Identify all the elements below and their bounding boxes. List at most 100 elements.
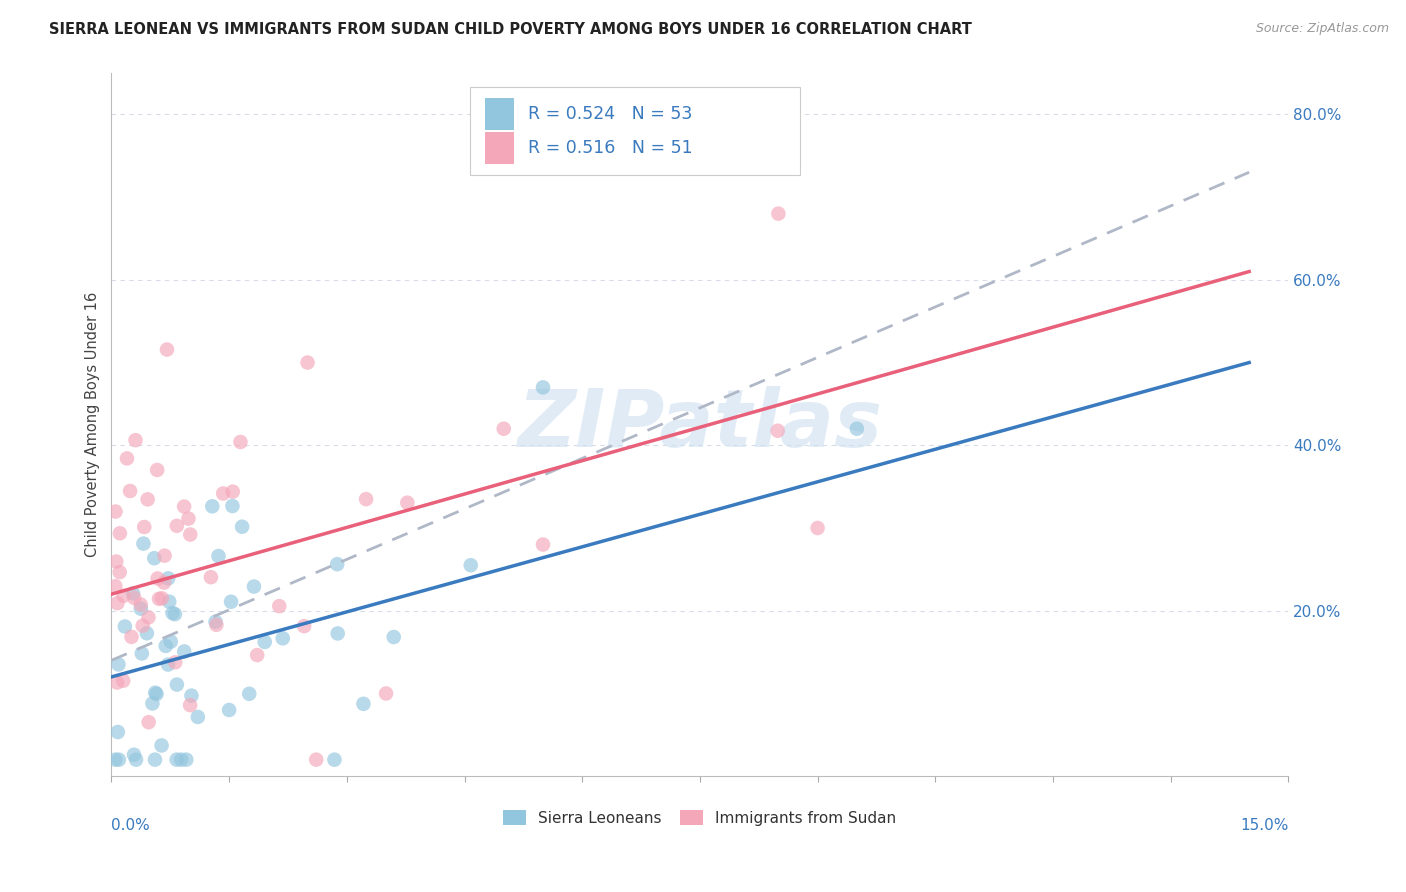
Point — [157, 571, 180, 585]
Point — [143, 551, 166, 566]
Point — [131, 647, 153, 661]
Point — [105, 555, 128, 569]
Point — [845, 422, 868, 436]
Point — [122, 586, 145, 600]
Point — [121, 630, 143, 644]
Point — [323, 753, 346, 767]
Point — [125, 753, 148, 767]
Point — [177, 511, 200, 525]
Point — [145, 687, 167, 701]
Point — [163, 607, 186, 622]
Point — [271, 632, 294, 646]
Point — [218, 703, 240, 717]
Point — [134, 520, 156, 534]
Point — [375, 686, 398, 700]
Point — [122, 747, 145, 762]
Text: R = 0.516   N = 51: R = 0.516 N = 51 — [529, 139, 693, 157]
Point — [146, 572, 169, 586]
Point — [143, 753, 166, 767]
Point — [205, 617, 228, 632]
Text: 15.0%: 15.0% — [1240, 818, 1288, 833]
Point — [201, 500, 224, 514]
Point — [221, 499, 243, 513]
Point — [204, 615, 226, 629]
Point — [219, 595, 242, 609]
Point — [153, 575, 176, 590]
Text: 0.0%: 0.0% — [111, 818, 150, 833]
Point — [174, 753, 197, 767]
FancyBboxPatch shape — [485, 98, 515, 129]
Point — [166, 518, 188, 533]
Point — [136, 492, 159, 507]
Point — [146, 463, 169, 477]
Point — [166, 677, 188, 691]
Point — [354, 492, 377, 507]
Point — [120, 483, 142, 498]
Point — [157, 657, 180, 672]
FancyBboxPatch shape — [485, 132, 515, 164]
Point — [108, 526, 131, 541]
Point — [114, 619, 136, 633]
Point — [166, 753, 188, 767]
Point — [159, 634, 181, 648]
Point — [157, 595, 180, 609]
Point — [173, 500, 195, 514]
Point — [212, 486, 235, 500]
Point — [165, 656, 187, 670]
Point — [108, 565, 131, 579]
Point — [173, 644, 195, 658]
Point — [105, 675, 128, 690]
Point — [305, 753, 328, 767]
Point — [531, 380, 554, 394]
Point — [243, 580, 266, 594]
Point — [352, 697, 374, 711]
Point — [150, 739, 173, 753]
Point — [138, 715, 160, 730]
Point — [132, 536, 155, 550]
Point — [531, 537, 554, 551]
Point — [122, 591, 145, 605]
Point — [187, 710, 209, 724]
Point — [115, 451, 138, 466]
Point — [170, 753, 193, 767]
Point — [222, 484, 245, 499]
Point — [124, 433, 146, 447]
Point — [162, 606, 184, 620]
Point — [269, 599, 291, 614]
Point — [105, 596, 128, 610]
Point — [200, 570, 222, 584]
Point — [155, 639, 177, 653]
Point — [112, 589, 135, 603]
Point — [141, 697, 163, 711]
Text: ZIPatlas: ZIPatlas — [517, 385, 883, 464]
Point — [207, 549, 229, 563]
Text: R = 0.524   N = 53: R = 0.524 N = 53 — [529, 104, 692, 123]
Point — [460, 558, 482, 573]
Point — [104, 504, 127, 518]
Point — [135, 626, 157, 640]
Legend: Sierra Leoneans, Immigrants from Sudan: Sierra Leoneans, Immigrants from Sudan — [498, 804, 903, 832]
Y-axis label: Child Poverty Among Boys Under 16: Child Poverty Among Boys Under 16 — [86, 292, 100, 558]
Point — [253, 635, 276, 649]
Point — [326, 557, 349, 571]
Point — [326, 626, 349, 640]
Point — [766, 424, 789, 438]
Point — [104, 579, 127, 593]
FancyBboxPatch shape — [471, 87, 800, 175]
Point — [131, 618, 153, 632]
Point — [108, 753, 131, 767]
Point — [129, 601, 152, 615]
Point — [104, 753, 127, 767]
Point — [150, 591, 173, 606]
Text: Source: ZipAtlas.com: Source: ZipAtlas.com — [1256, 22, 1389, 36]
Point — [179, 698, 201, 712]
Point — [768, 206, 790, 220]
Point — [138, 610, 160, 624]
Point — [231, 519, 253, 533]
Point — [297, 355, 319, 369]
Point — [396, 496, 419, 510]
Point — [246, 648, 269, 662]
Point — [107, 725, 129, 739]
Point — [153, 549, 176, 563]
Point — [382, 630, 405, 644]
